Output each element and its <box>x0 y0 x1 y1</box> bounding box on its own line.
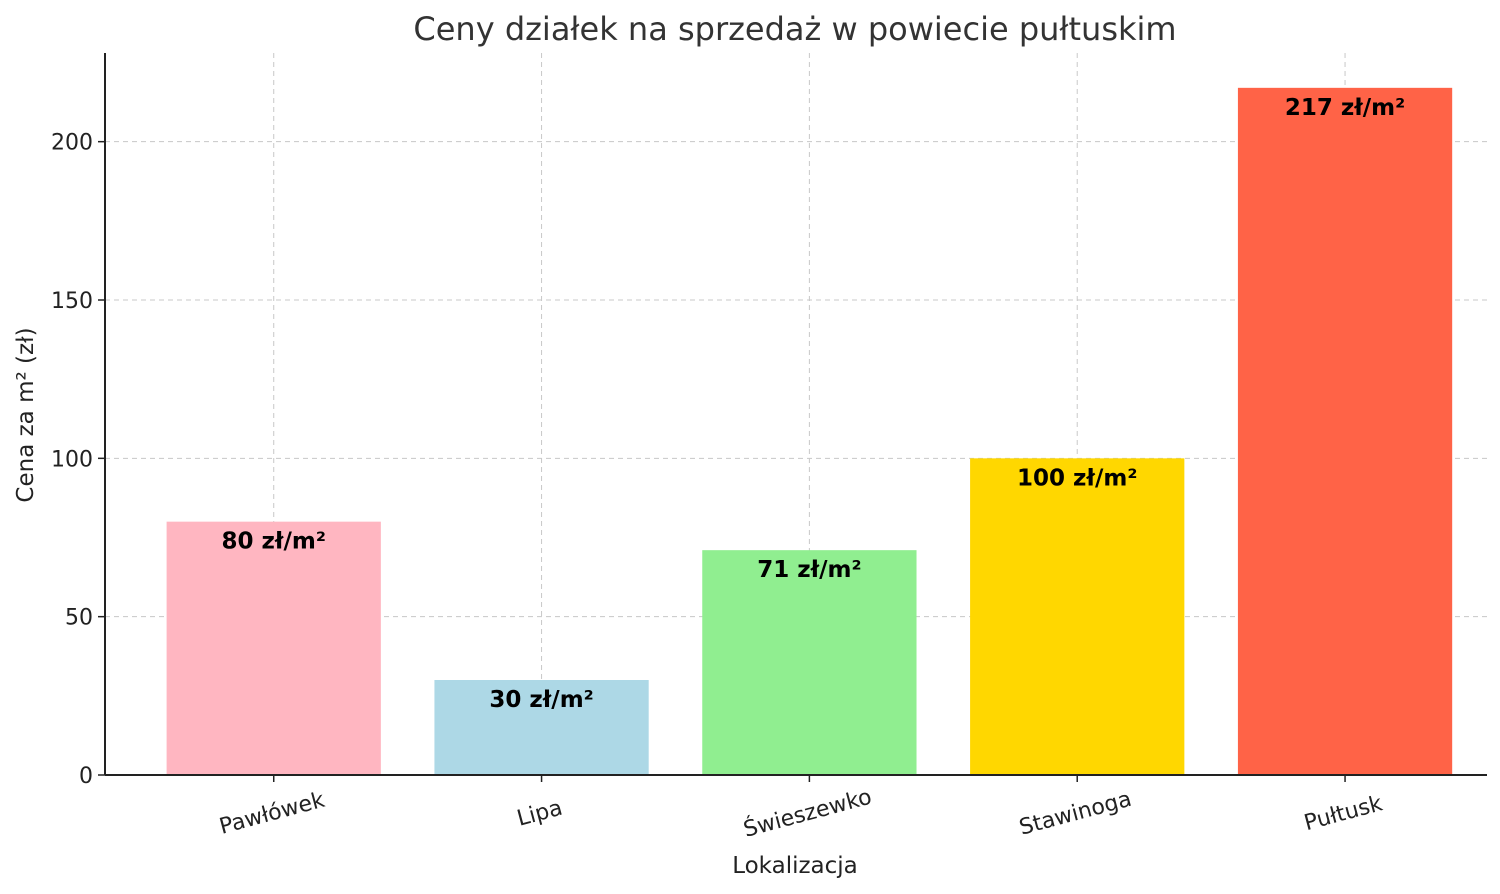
bar-data-label: 80 zł/m² <box>222 529 326 555</box>
x-tick-label: Pawłówek <box>217 788 328 840</box>
y-tick-label: 200 <box>51 131 93 156</box>
chart-title: Ceny działek na sprzedaż w powiecie pułt… <box>413 10 1176 48</box>
x-tick-label: Lipa <box>515 796 566 832</box>
y-axis-label: Cena za m² (zł) <box>13 327 39 502</box>
x-tick-label: Stawinoga <box>1017 787 1135 841</box>
x-axis-label: Lokalizacja <box>732 853 858 879</box>
y-tick-label: 150 <box>51 289 93 314</box>
bar-3 <box>702 550 917 775</box>
x-tick-label: Świeszewko <box>741 784 875 843</box>
x-tick-label: Pułtusk <box>1302 791 1386 836</box>
bar-data-label: 100 zł/m² <box>1017 465 1137 491</box>
bar-4 <box>970 458 1185 775</box>
bar-data-label: 30 zł/m² <box>489 687 593 713</box>
bar-2 <box>434 680 649 775</box>
bar-5 <box>1237 87 1453 776</box>
y-tick-label: 0 <box>79 764 93 789</box>
y-tick-label: 50 <box>65 606 93 631</box>
bar-data-label: 71 zł/m² <box>757 557 861 583</box>
bar-data-label: 217 zł/m² <box>1285 95 1405 121</box>
y-tick-label: 100 <box>51 447 93 472</box>
bars-layer: 80 zł/m² 30 zł/m² 71 zł/m² 100 zł/m² 217 zł/… <box>166 87 1453 776</box>
bar-1 <box>166 521 381 775</box>
